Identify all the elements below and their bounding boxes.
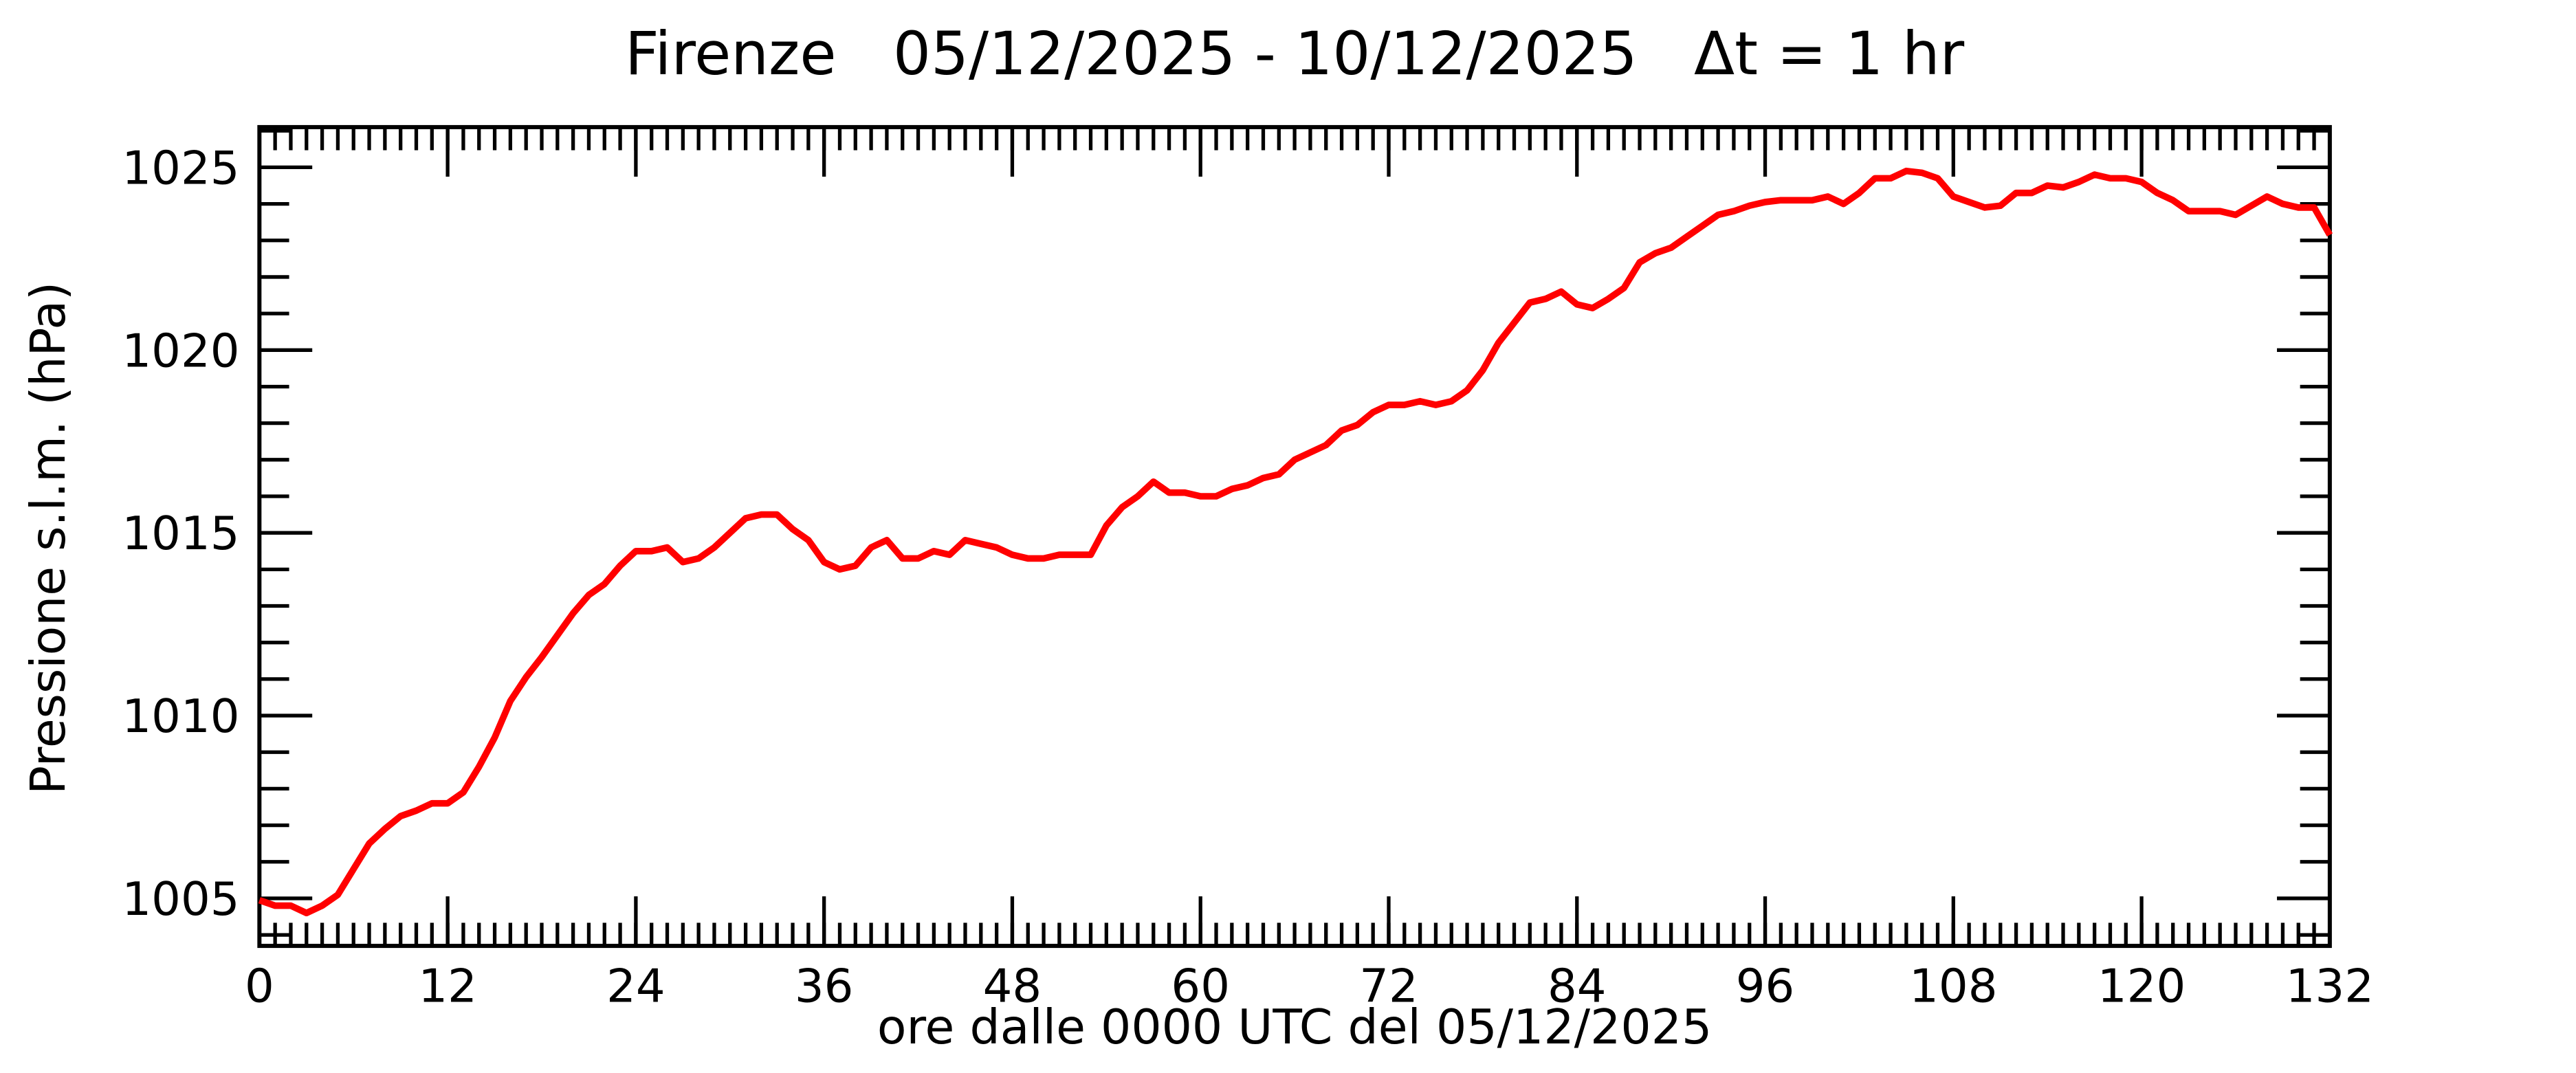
x-tick-label: 72: [1359, 960, 1418, 1013]
x-tick-label: 60: [1171, 960, 1230, 1013]
y-tick-label: 1010: [122, 689, 239, 743]
pressure-line: [258, 167, 2333, 917]
x-tick-label: 12: [418, 960, 477, 1013]
y-tick-label: 1005: [122, 872, 239, 926]
x-axis-label: ore dalle 0000 UTC del 05/12/2025: [877, 999, 1712, 1055]
x-tick-label: 132: [2286, 960, 2374, 1013]
x-tick-label: 48: [983, 960, 1042, 1013]
y-tick-label: 1020: [122, 324, 239, 377]
plot-frame: [257, 124, 2332, 949]
x-tick-label: 0: [245, 960, 274, 1013]
x-tick-label: 96: [1736, 960, 1795, 1013]
y-tick-label: 1025: [122, 141, 239, 195]
y-tick-label: 1015: [122, 507, 239, 560]
x-tick-label: 36: [795, 960, 854, 1013]
x-tick-label: 84: [1548, 960, 1607, 1013]
x-tick-label: 24: [606, 960, 665, 1013]
y-axis-label: Pressione s.l.m. (hPa): [21, 282, 76, 795]
chart-title: Firenze 05/12/2025 - 10/12/2025 Δt = 1 h…: [625, 20, 1965, 89]
x-tick-label: 108: [1909, 960, 1997, 1013]
x-tick-label: 120: [2098, 960, 2186, 1013]
